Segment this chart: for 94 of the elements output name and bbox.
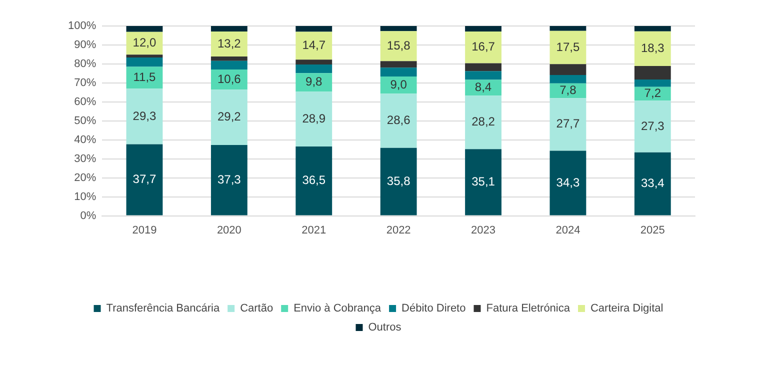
bar: [634, 80, 671, 87]
legend-label: Carteira Digital: [590, 302, 664, 315]
bar: [126, 58, 163, 67]
y-tick-label: 60%: [74, 96, 96, 108]
bar: [634, 31, 671, 66]
bar: [210, 56, 248, 61]
data-label: 12,0: [132, 36, 156, 50]
legend-label: Fatura Eletrónica: [486, 302, 571, 315]
bar: [380, 26, 417, 32]
x-tick-label: 2024: [556, 224, 580, 236]
bar: [296, 64, 332, 74]
data-label: 37,7: [132, 172, 156, 186]
bar: [210, 32, 248, 57]
x-tick-label: 2025: [640, 224, 665, 236]
bar: [380, 68, 417, 76]
y-tick-label: 90%: [74, 39, 96, 52]
bar: [465, 96, 502, 150]
bar: [550, 30, 586, 64]
bar: [465, 149, 502, 216]
data-label: 34,3: [556, 175, 580, 190]
bar: [126, 26, 163, 32]
data-label: 13,2: [217, 36, 242, 50]
data-label: 27,7: [556, 116, 580, 131]
bar: [296, 32, 332, 60]
data-label: 35,8: [386, 174, 411, 188]
data-label: 29,2: [217, 110, 242, 124]
y-tick-label: 10%: [74, 190, 96, 203]
x-tick-label: 2022: [386, 224, 411, 236]
data-label: 9,0: [390, 77, 408, 92]
data-label: 27,3: [640, 118, 665, 133]
bar: [634, 100, 671, 152]
bar: [296, 26, 332, 32]
bar: [126, 144, 163, 216]
data-label: 28,2: [472, 114, 496, 129]
y-tick-label: 50%: [74, 114, 96, 127]
y-tick-label: 100%: [68, 20, 96, 32]
data-label: 16,7: [472, 40, 496, 54]
data-label: 18,3: [640, 40, 665, 55]
bar: [210, 26, 248, 32]
bar: [296, 146, 332, 216]
legend-label: Cartão: [240, 302, 274, 315]
bar: [634, 152, 671, 216]
bar: [465, 71, 502, 80]
data-label: 14,7: [302, 38, 326, 52]
data-label: 35,1: [472, 174, 496, 189]
data-label: 33,4: [640, 176, 665, 190]
legend-label: Débito Direto: [402, 302, 466, 315]
data-label: 15,8: [386, 38, 411, 52]
data-label: 7,2: [644, 86, 662, 100]
y-tick-label: 40%: [74, 134, 96, 146]
bar: [634, 26, 671, 32]
bar: [465, 26, 502, 32]
data-label: 9,8: [306, 74, 323, 89]
legend-label: Transferência Bancária: [106, 302, 220, 315]
legend-label: Outros: [368, 322, 402, 334]
data-label: 8,4: [474, 80, 492, 94]
y-tick-label: 70%: [74, 76, 96, 89]
bar: [126, 54, 163, 58]
bar: [550, 26, 586, 31]
x-tick-label: 2020: [216, 224, 242, 236]
y-tick-label: 30%: [74, 152, 96, 165]
bar: [296, 60, 332, 65]
bar: [380, 31, 417, 62]
bar: [126, 88, 163, 144]
data-label: 37,3: [217, 172, 242, 186]
y-tick-label: 20%: [74, 172, 96, 184]
data-label: 10,6: [217, 72, 242, 86]
bar: [380, 148, 417, 216]
data-label: 11,5: [133, 70, 156, 84]
bar: [380, 61, 417, 68]
bar: [210, 90, 248, 146]
bar: [550, 64, 586, 75]
y-tick-label: 0%: [80, 210, 96, 222]
bar: [465, 63, 502, 72]
data-label: 28,9: [302, 111, 326, 126]
bar: [550, 98, 586, 151]
bar: [634, 66, 671, 80]
data-label: 28,6: [386, 113, 411, 128]
x-tick-label: 2023: [471, 224, 496, 236]
data-label: 7,8: [560, 83, 577, 98]
bar: [210, 145, 248, 216]
bar: [550, 150, 586, 216]
bar: [465, 32, 502, 64]
x-tick-label: 2019: [132, 224, 157, 236]
bar: [210, 60, 248, 70]
bar: [380, 94, 417, 148]
y-tick-label: 80%: [74, 58, 96, 70]
bar: [296, 92, 332, 147]
x-tick-label: 2021: [302, 224, 326, 236]
data-label: 29,3: [132, 108, 156, 123]
bar: [550, 74, 586, 84]
data-label: 17,5: [556, 40, 580, 54]
data-label: 36,5: [302, 173, 326, 188]
legend-label: Envio à Cobrança: [294, 302, 382, 315]
